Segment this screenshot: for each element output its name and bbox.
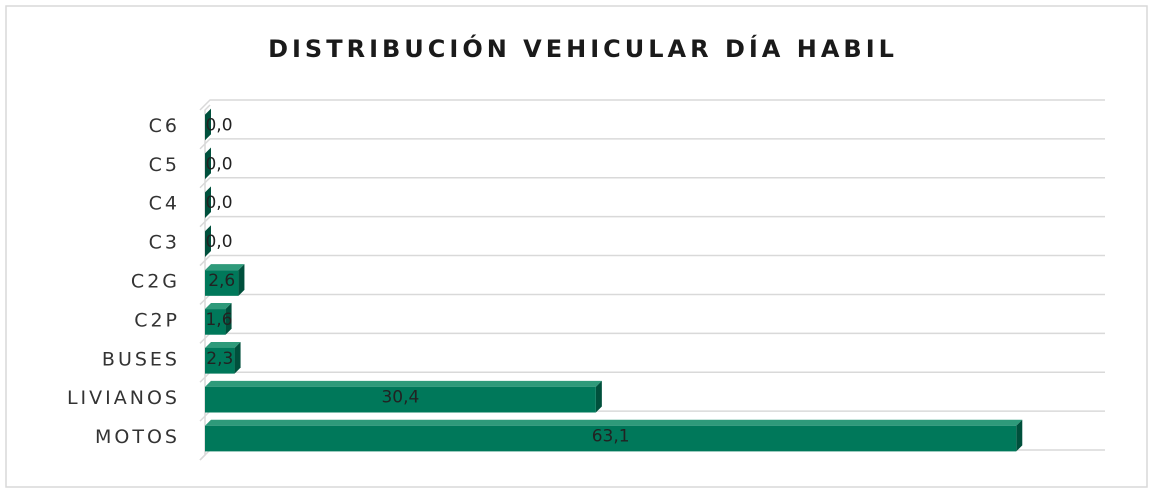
bar [205, 108, 211, 141]
bar-front [205, 347, 235, 374]
value-label: 1,6 [205, 310, 232, 330]
bar [205, 303, 232, 335]
category-label: C4 [149, 193, 180, 215]
bar [205, 341, 241, 374]
bar-top [205, 303, 232, 310]
bar-front [205, 309, 226, 335]
grid-line [199, 138, 1105, 150]
grid-line [199, 254, 1105, 267]
grid-line [199, 177, 1105, 189]
bar [205, 380, 602, 413]
value-label: 0,0 [205, 232, 232, 252]
bar-front [205, 386, 596, 413]
bar-side [205, 186, 211, 219]
value-label: 0,0 [205, 115, 232, 135]
bar-side [238, 264, 245, 296]
bar-side [234, 341, 241, 374]
bar-front [205, 425, 1017, 452]
value-label: 63,1 [592, 427, 630, 447]
bar-side [225, 303, 232, 335]
grid-line [199, 99, 1105, 111]
bar [205, 186, 211, 219]
bar-side [205, 108, 211, 141]
bar-top [205, 341, 241, 348]
bar-top [205, 264, 245, 271]
value-label: 30,4 [381, 388, 419, 408]
bar-side [1016, 419, 1023, 452]
category-label: C3 [149, 232, 180, 254]
grid-line [199, 215, 1105, 228]
bar [205, 264, 245, 296]
bar-side [205, 225, 211, 257]
category-label: C2P [134, 309, 180, 331]
bar [205, 225, 211, 257]
bar-top [205, 419, 1023, 426]
category-label: LIVIANOS [67, 387, 180, 409]
bar [205, 147, 211, 180]
value-label: 0,0 [205, 154, 232, 174]
chart-title: DISTRIBUCIÓN VEHICULAR DÍA HABIL [268, 33, 898, 63]
category-label: C2G [131, 271, 180, 293]
bar-side [595, 380, 602, 413]
value-label: 2,3 [206, 349, 233, 369]
value-label: 0,0 [205, 193, 232, 213]
bar [205, 419, 1023, 452]
bar-top [205, 380, 602, 387]
category-label: BUSES [102, 348, 180, 370]
bar-side [205, 147, 211, 180]
category-label: MOTOS [95, 426, 180, 448]
value-label: 2,6 [208, 271, 235, 291]
category-label: C6 [149, 115, 180, 137]
bar-front [205, 270, 239, 296]
category-label: C5 [149, 154, 180, 176]
